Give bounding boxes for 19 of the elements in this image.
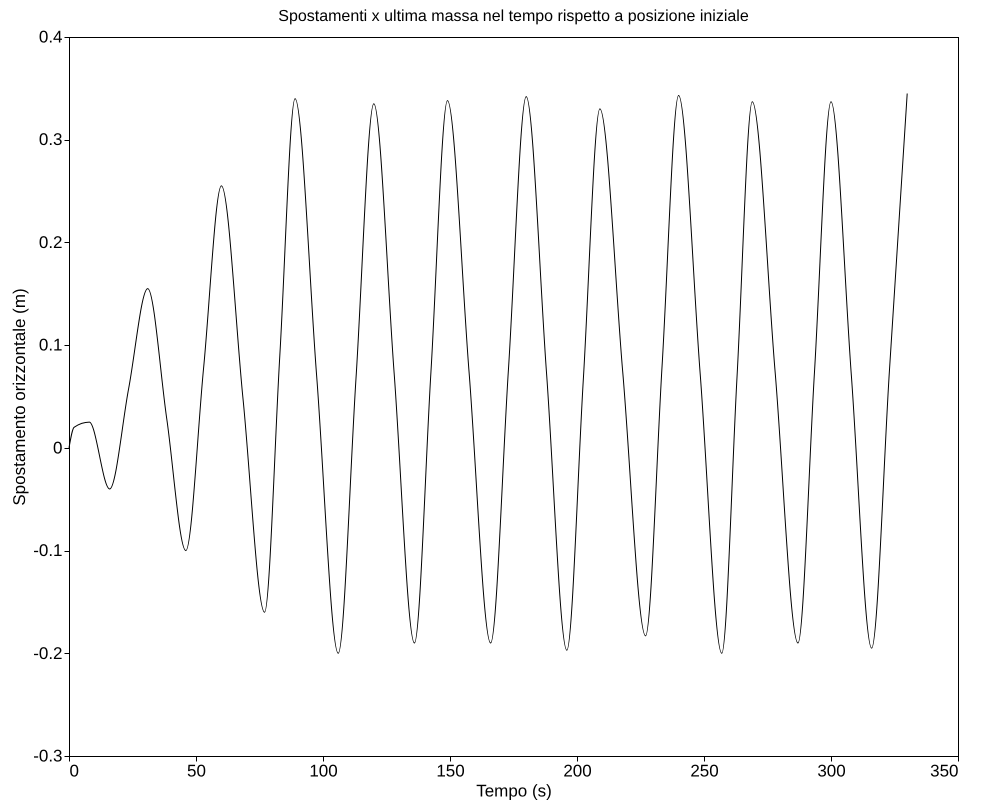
x-tick-label: 350 bbox=[930, 762, 958, 780]
y-tick-label: 0.1 bbox=[38, 336, 62, 355]
y-axis-title: Spostamento orizzontale (m) bbox=[10, 288, 30, 506]
x-tick-label: 100 bbox=[309, 762, 338, 780]
x-tick-label: 50 bbox=[187, 762, 206, 780]
y-tick-label: 0.3 bbox=[38, 130, 62, 150]
y-tick-label: 0 bbox=[53, 438, 62, 458]
x-tick-label: 0 bbox=[70, 762, 79, 780]
x-tick-label: 200 bbox=[563, 762, 592, 780]
x-tick-label: 150 bbox=[436, 762, 465, 780]
x-axis-title: Tempo (s) bbox=[476, 782, 552, 800]
x-tick-label: 300 bbox=[817, 762, 846, 780]
y-tick-label: 0.4 bbox=[38, 28, 62, 46]
y-tick-label: -0.1 bbox=[33, 541, 62, 560]
chart-title: Spostamenti x ultima massa nel tempo rispetto a posizione iniziale bbox=[278, 8, 749, 25]
y-tick-label: 0.2 bbox=[38, 232, 62, 252]
x-tick-label: 250 bbox=[690, 762, 719, 780]
y-tick-label: -0.3 bbox=[33, 746, 62, 766]
y-tick-label: -0.2 bbox=[33, 644, 62, 663]
